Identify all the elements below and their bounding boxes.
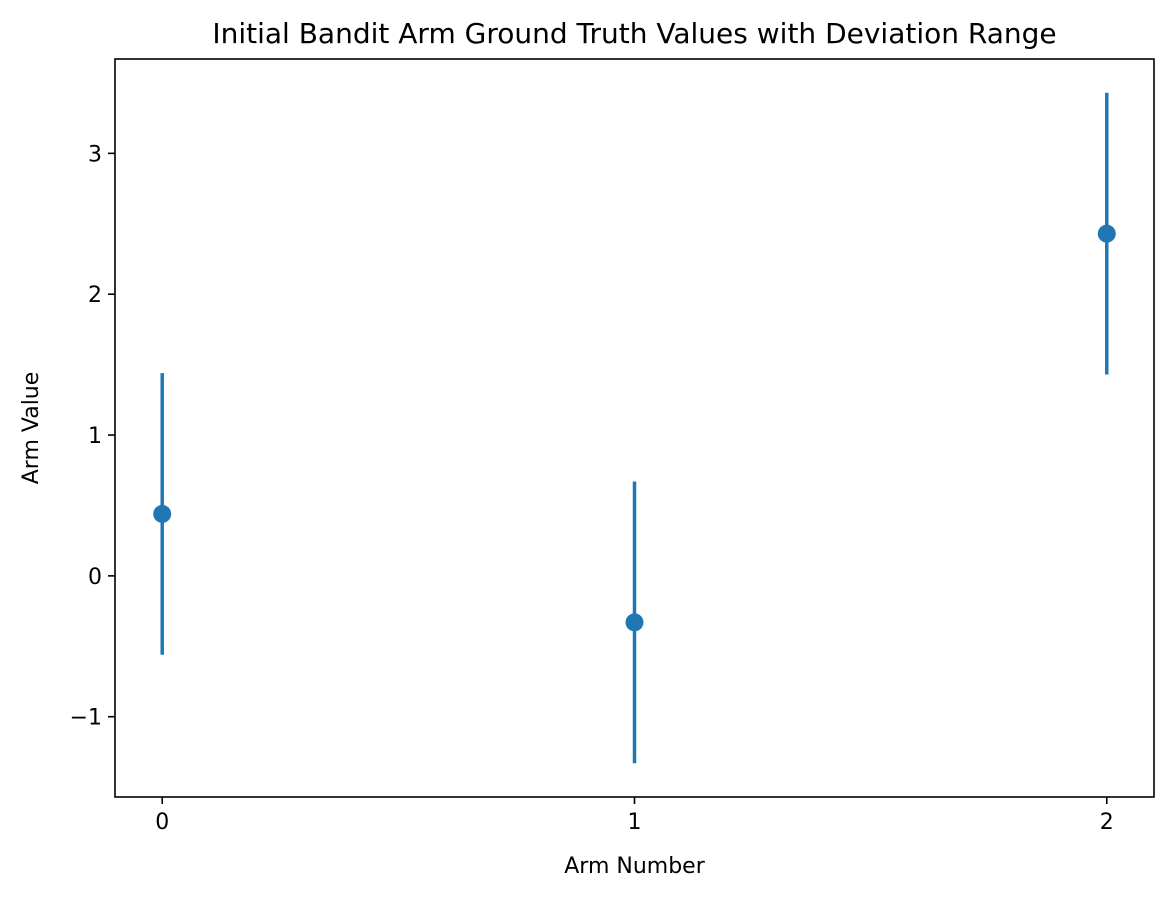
- x-tick-label: 2: [1100, 810, 1114, 835]
- data-point: [625, 613, 644, 632]
- y-tick-label: 0: [88, 565, 102, 590]
- y-tick-label: 2: [88, 283, 102, 308]
- y-tick-label: 3: [88, 142, 102, 167]
- data-point: [1097, 224, 1116, 243]
- x-tick-label: 0: [155, 810, 169, 835]
- chart-title: Initial Bandit Arm Ground Truth Values w…: [212, 17, 1056, 50]
- x-axis-ticks: 0 1 2: [155, 797, 1114, 835]
- axes-frame: [114, 58, 1155, 798]
- y-axis-ticks: −1 0 1 2 3: [70, 142, 115, 731]
- y-axis-label: Arm Value: [19, 372, 44, 485]
- data-marks: [153, 92, 1116, 764]
- x-axis-label: Arm Number: [564, 854, 705, 879]
- x-tick-label: 1: [628, 810, 642, 835]
- y-tick-label: 1: [88, 424, 102, 449]
- y-tick-label: −1: [70, 706, 102, 731]
- data-point: [153, 504, 172, 523]
